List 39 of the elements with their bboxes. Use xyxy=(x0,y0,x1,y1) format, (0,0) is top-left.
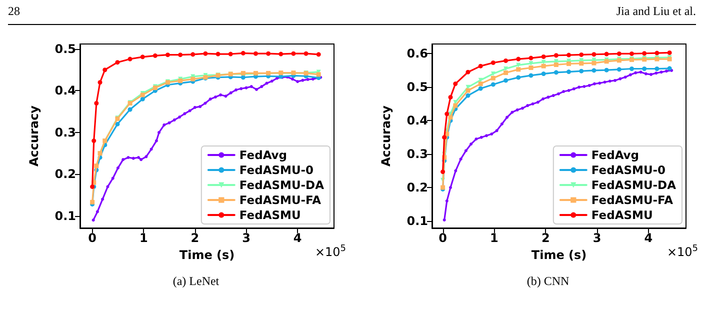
y-axis-title: Accuracy xyxy=(27,105,41,167)
x-tick-label: 3 xyxy=(592,231,602,245)
text: (a) LeNet xyxy=(172,274,220,289)
legend-label: FedASMU-0 xyxy=(591,163,666,177)
legend-label: FedASMU xyxy=(591,208,653,222)
legend-label: FedASMU-FA xyxy=(591,193,674,207)
text: (b) CNN xyxy=(526,274,570,289)
x-axis-title: Time (s) xyxy=(179,248,235,262)
x-tick-label: 4 xyxy=(293,231,302,245)
x-tick-label: 2 xyxy=(190,231,200,245)
legend-label: FedASMU-DA xyxy=(591,178,676,192)
y-tick-label: 0.3 xyxy=(54,125,76,140)
legend-label: FedASMU-FA xyxy=(239,193,322,207)
y-tick-label: 0.2 xyxy=(406,180,428,195)
text: 28 xyxy=(8,4,20,19)
legend-label: FedASMU-0 xyxy=(239,163,314,177)
x-tick-label: 4 xyxy=(644,231,653,245)
text: Jia and Liu et al. xyxy=(616,4,696,19)
y-tick-label: 0.5 xyxy=(54,42,76,56)
legend-label: FedAvg xyxy=(239,148,288,162)
y-tick-label: 0.6 xyxy=(406,46,428,61)
x-tick-label: 1 xyxy=(490,231,498,245)
y-tick-label: 0.3 xyxy=(406,147,428,162)
x-tick-label: 0 xyxy=(438,231,447,245)
x-tick-label: 3 xyxy=(242,231,250,245)
y-tick-label: 0.4 xyxy=(406,114,428,128)
legend-label: FedASMU-DA xyxy=(239,178,324,192)
x-tick-label: 2 xyxy=(541,231,550,245)
y-tick-label: 0.1 xyxy=(54,208,76,223)
y-tick-label: 0.1 xyxy=(406,214,428,228)
x-tick-label: 0 xyxy=(88,231,96,245)
legend-label: FedAvg xyxy=(591,148,640,162)
y-tick-label: 0.4 xyxy=(54,84,76,98)
x-tick-label: 1 xyxy=(139,231,148,245)
y-axis-title: Accuracy xyxy=(379,105,393,167)
x-axis-title: Time (s) xyxy=(531,248,587,262)
y-tick-label: 0.5 xyxy=(406,80,428,94)
legend-label: FedASMU xyxy=(239,208,301,222)
y-tick-label: 0.2 xyxy=(54,167,76,182)
